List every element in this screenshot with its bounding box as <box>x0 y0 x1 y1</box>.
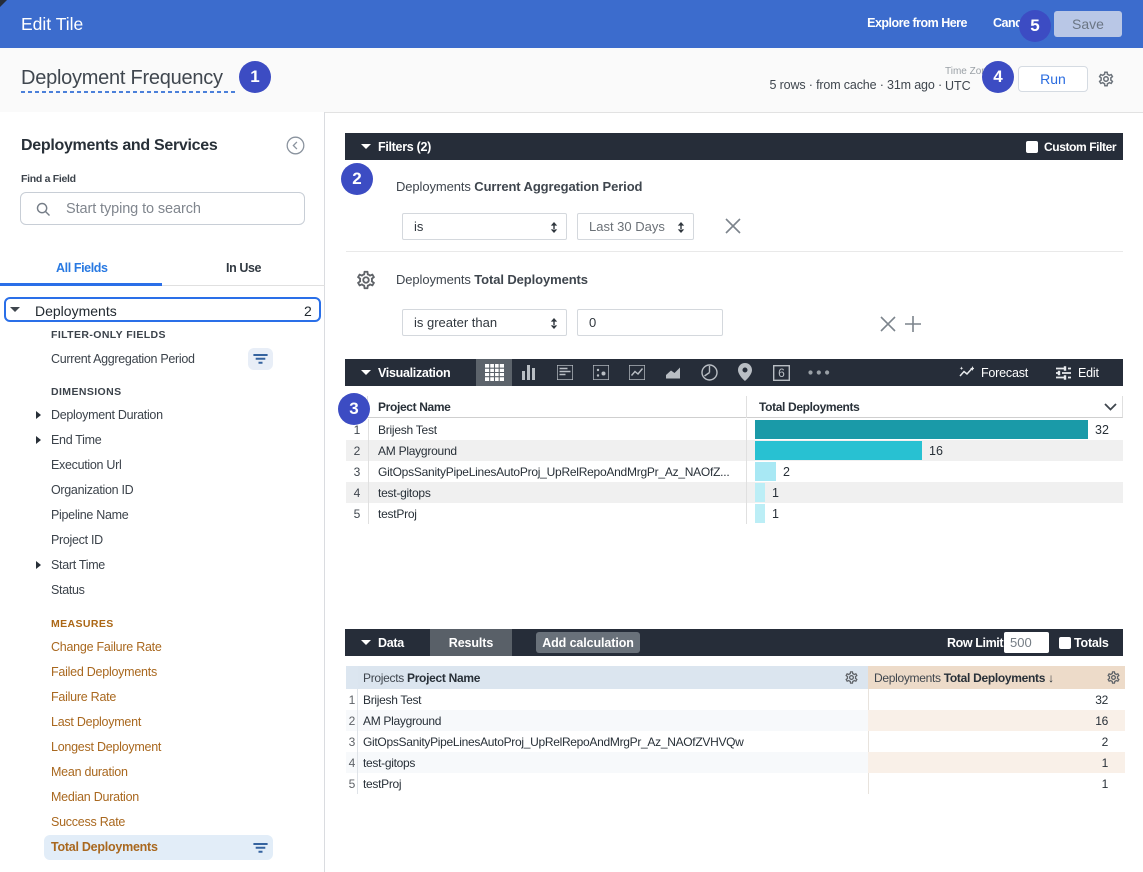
svg-text:6: 6 <box>778 366 785 380</box>
